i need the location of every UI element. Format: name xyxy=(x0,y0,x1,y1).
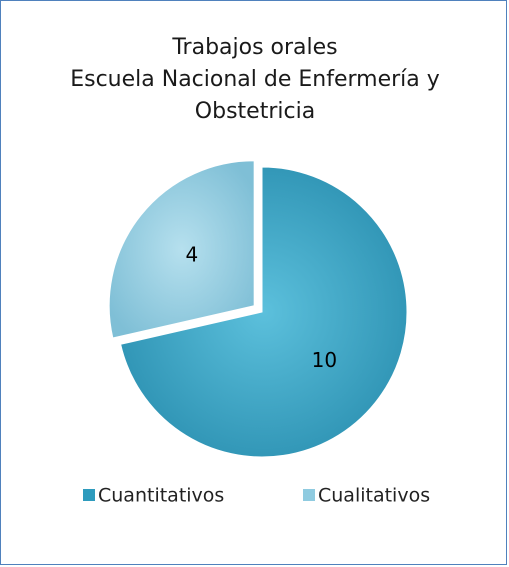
legend-label: Cuantitativos xyxy=(98,485,224,507)
chart-title: Trabajos orales xyxy=(172,35,338,60)
data-label: 10 xyxy=(312,348,337,372)
chart-subtitle: Escuela Nacional de Enfermería y Obstetr… xyxy=(70,67,440,124)
title-block: Trabajos orales Escuela Nacional de Enfe… xyxy=(40,32,470,128)
pie-slice xyxy=(120,166,408,458)
legend-label: Cualitativos xyxy=(318,485,430,507)
pie-slice xyxy=(108,160,255,339)
data-label: 4 xyxy=(185,243,198,267)
legend-swatch xyxy=(303,489,315,501)
legend-swatch xyxy=(83,489,95,501)
